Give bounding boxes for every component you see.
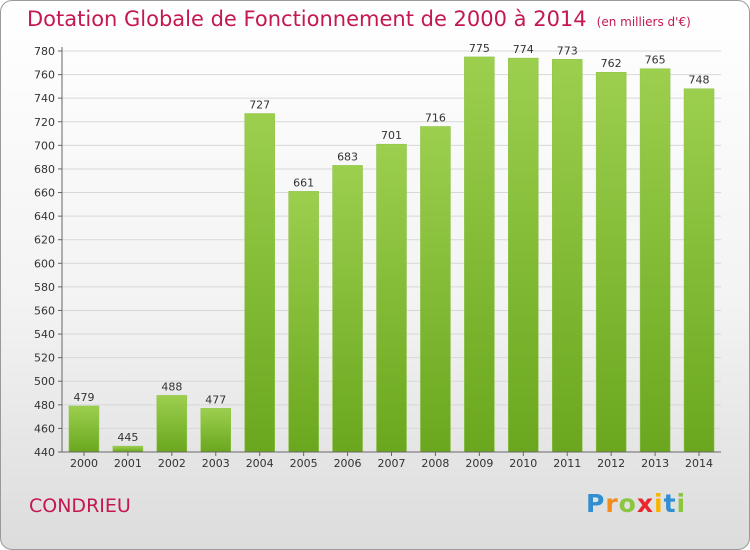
value-label: 727 bbox=[249, 99, 270, 112]
bar bbox=[683, 88, 715, 453]
x-tick-label: 2014 bbox=[685, 457, 713, 470]
y-tick-label: 640 bbox=[34, 210, 55, 223]
bar bbox=[639, 68, 671, 453]
y-tick-label: 580 bbox=[34, 281, 55, 294]
x-tick-label: 2011 bbox=[553, 457, 581, 470]
x-tick-label: 2003 bbox=[202, 457, 230, 470]
chart-unit-note: (en milliers d'€) bbox=[596, 15, 691, 29]
logo-letter: P bbox=[586, 489, 606, 518]
y-tick-label: 700 bbox=[34, 139, 55, 152]
y-tick-label: 680 bbox=[34, 163, 55, 176]
value-label: 445 bbox=[117, 431, 138, 444]
value-label: 477 bbox=[205, 393, 226, 406]
x-tick-label: 2009 bbox=[465, 457, 493, 470]
bar bbox=[595, 71, 627, 453]
bar bbox=[420, 126, 451, 453]
y-tick-label: 440 bbox=[34, 446, 55, 459]
x-tick-label: 2008 bbox=[421, 457, 449, 470]
value-label: 762 bbox=[601, 57, 622, 70]
x-tick-label: 2012 bbox=[597, 457, 625, 470]
bar bbox=[332, 165, 363, 453]
logo-letter: r bbox=[605, 489, 619, 518]
bar bbox=[464, 56, 495, 453]
logo-letter: t bbox=[663, 489, 677, 518]
y-tick-label: 540 bbox=[34, 328, 55, 341]
y-axis: 440 460 480 500 520 540 560 580 600 620 640 660 680 7… bbox=[34, 45, 63, 459]
y-tick-label: 760 bbox=[34, 69, 55, 82]
x-axis: 2000 2001 2002 2003 2004 2005 2006 2007 2008 2009… bbox=[62, 451, 721, 470]
bar bbox=[156, 395, 188, 453]
y-tick-label: 620 bbox=[34, 234, 55, 247]
y-tick-label: 520 bbox=[34, 352, 55, 365]
y-tick-label: 600 bbox=[34, 257, 55, 270]
x-tick-label: 2001 bbox=[114, 457, 142, 470]
y-tick-label: 720 bbox=[34, 116, 55, 129]
bar bbox=[376, 143, 407, 453]
logo-letter: i bbox=[654, 489, 664, 518]
bar bbox=[244, 113, 275, 453]
value-label: 775 bbox=[469, 42, 490, 55]
x-tick-label: 2000 bbox=[70, 457, 98, 470]
y-tick-label: 780 bbox=[34, 45, 55, 58]
commune-name: CONDRIEU bbox=[29, 495, 131, 517]
x-tick-label: 2007 bbox=[378, 457, 406, 470]
y-tick-label: 740 bbox=[34, 92, 55, 105]
title-row: Dotation Globale de Fonctionnement de 20… bbox=[27, 7, 691, 31]
value-label: 765 bbox=[645, 54, 666, 67]
y-tick-label: 660 bbox=[34, 187, 55, 200]
bar bbox=[112, 445, 144, 453]
y-tick-label: 560 bbox=[34, 304, 55, 317]
value-label: 773 bbox=[557, 44, 578, 57]
logo-letter: x bbox=[636, 489, 654, 518]
bars bbox=[68, 56, 715, 453]
logo-letter: i bbox=[676, 489, 687, 518]
value-label: 774 bbox=[513, 43, 534, 56]
value-label: 716 bbox=[425, 111, 446, 124]
y-tick-label: 500 bbox=[34, 375, 55, 388]
logo-letter: o bbox=[618, 489, 637, 518]
value-label: 748 bbox=[689, 74, 710, 87]
value-label: 479 bbox=[73, 391, 94, 404]
x-tick-label: 2010 bbox=[509, 457, 537, 470]
value-labels: 479 445 488 477 727 661 683 701 716 775 774 773 762 7… bbox=[73, 42, 709, 444]
bar bbox=[200, 408, 232, 453]
x-tick-label: 2013 bbox=[641, 457, 669, 470]
y-tick-label: 480 bbox=[34, 399, 55, 412]
x-tick-label: 2004 bbox=[246, 457, 274, 470]
bar bbox=[551, 59, 583, 453]
value-label: 701 bbox=[381, 129, 402, 142]
proxiti-logo: Proxiti bbox=[586, 489, 686, 518]
bar bbox=[288, 191, 319, 453]
y-tick-label: 460 bbox=[34, 422, 55, 435]
x-tick-label: 2002 bbox=[158, 457, 186, 470]
x-tick-label: 2006 bbox=[334, 457, 362, 470]
bar bbox=[68, 405, 100, 453]
chart-title: Dotation Globale de Fonctionnement de 20… bbox=[27, 7, 587, 31]
value-label: 683 bbox=[337, 150, 358, 163]
value-label: 488 bbox=[161, 380, 182, 393]
x-tick-label: 2005 bbox=[290, 457, 318, 470]
bar bbox=[508, 57, 539, 453]
value-label: 661 bbox=[293, 176, 314, 189]
